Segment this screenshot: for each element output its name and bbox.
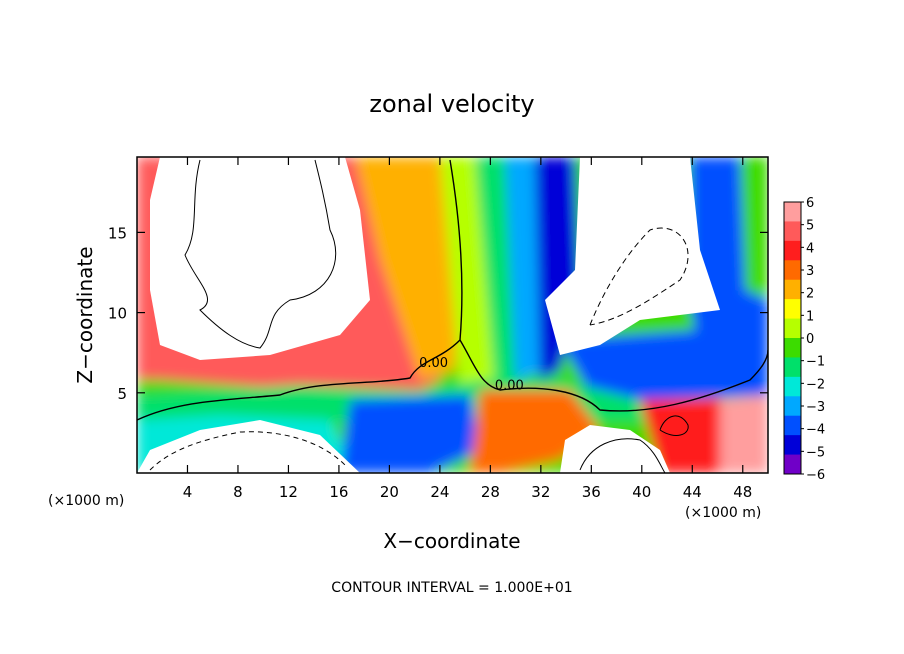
y-axis-label: Z−coordinate bbox=[73, 246, 97, 383]
chart-title: zonal velocity bbox=[369, 90, 534, 118]
contour-line bbox=[579, 438, 666, 473]
x-unit-label: (×1000 m) bbox=[48, 493, 124, 509]
heatmap-band bbox=[505, 157, 545, 380]
colorbar-swatch bbox=[784, 240, 801, 261]
colorbar-label: −4 bbox=[806, 423, 825, 438]
colorbar-label: −6 bbox=[806, 468, 825, 483]
colorbar-swatch bbox=[784, 454, 801, 475]
x-tick-label: 16 bbox=[329, 483, 348, 501]
x-tick-label: 4 bbox=[183, 483, 193, 501]
heatmap-band bbox=[355, 157, 460, 380]
contour-line bbox=[589, 227, 689, 326]
contour-line bbox=[659, 415, 689, 436]
x-tick-label: 20 bbox=[380, 483, 399, 501]
colorbar-label: 4 bbox=[806, 241, 814, 256]
contour-line bbox=[137, 159, 463, 421]
heatmap-band bbox=[560, 330, 768, 410]
y-tick-label: 5 bbox=[117, 385, 127, 403]
plot-frame bbox=[136, 156, 769, 474]
colorbar-swatch bbox=[784, 376, 801, 397]
colorbar-swatch bbox=[784, 202, 801, 222]
x-axis-label: X−coordinate bbox=[383, 529, 520, 553]
colorbar-label: 3 bbox=[806, 264, 814, 279]
heatmap-band bbox=[740, 157, 768, 300]
y-tick-label: 15 bbox=[108, 224, 127, 242]
heatmap-band bbox=[720, 395, 768, 473]
x-tick-label: 8 bbox=[233, 483, 243, 501]
x-tick-label: 48 bbox=[733, 483, 752, 501]
contour-interval-note: CONTOUR INTERVAL = 1.000E+01 bbox=[331, 580, 572, 596]
contour-label: 0.00 bbox=[495, 379, 524, 394]
contour-line bbox=[149, 431, 346, 471]
blank-region bbox=[545, 157, 720, 355]
colorbar-swatch bbox=[784, 396, 801, 417]
x-tick-label: 32 bbox=[531, 483, 550, 501]
colorbar-label: 6 bbox=[806, 196, 814, 211]
blank-region bbox=[137, 420, 360, 473]
colorbar-swatch bbox=[784, 435, 801, 456]
blank-region bbox=[560, 425, 670, 473]
heatmap-band bbox=[340, 395, 480, 473]
colorbar-label: 5 bbox=[806, 219, 814, 234]
x-tick-label: 24 bbox=[430, 483, 449, 501]
colorbar-swatch bbox=[784, 260, 801, 281]
x-unit-label-right: (×1000 m) bbox=[685, 505, 761, 521]
x-tick-label: 44 bbox=[683, 483, 702, 501]
colorbar-label: 1 bbox=[806, 309, 814, 324]
colorbar-swatch bbox=[784, 357, 801, 378]
contour-label: 0.00 bbox=[419, 356, 448, 371]
colorbar: 6 5 4 3 2 1 0 −1 −2 −3 −4 −5 −6 bbox=[783, 196, 825, 483]
contour-line bbox=[459, 339, 768, 412]
heatmap-band bbox=[640, 398, 740, 473]
x-tick-label: 12 bbox=[279, 483, 298, 501]
contour-line bbox=[184, 159, 337, 349]
colorbar-swatch bbox=[784, 318, 801, 339]
colorbar-swatch bbox=[784, 299, 801, 320]
colorbar-label: 0 bbox=[806, 332, 814, 347]
colorbar-swatch bbox=[784, 279, 801, 300]
colorbar-label: −2 bbox=[806, 377, 825, 392]
x-tick-label: 28 bbox=[481, 483, 500, 501]
blank-region bbox=[150, 157, 370, 360]
colorbar-label: −1 bbox=[806, 355, 825, 370]
colorbar-label: −3 bbox=[806, 400, 825, 415]
heatmap-field bbox=[137, 157, 768, 473]
x-tick-label: 36 bbox=[582, 483, 601, 501]
colorbar-swatch bbox=[784, 338, 801, 358]
colorbar-swatch bbox=[784, 221, 801, 242]
colorbar-label: 2 bbox=[806, 287, 814, 302]
x-tick-label: 40 bbox=[632, 483, 651, 501]
colorbar-label: −5 bbox=[806, 445, 825, 460]
colorbar-swatch bbox=[784, 415, 801, 436]
y-tick-label: 10 bbox=[108, 305, 127, 323]
